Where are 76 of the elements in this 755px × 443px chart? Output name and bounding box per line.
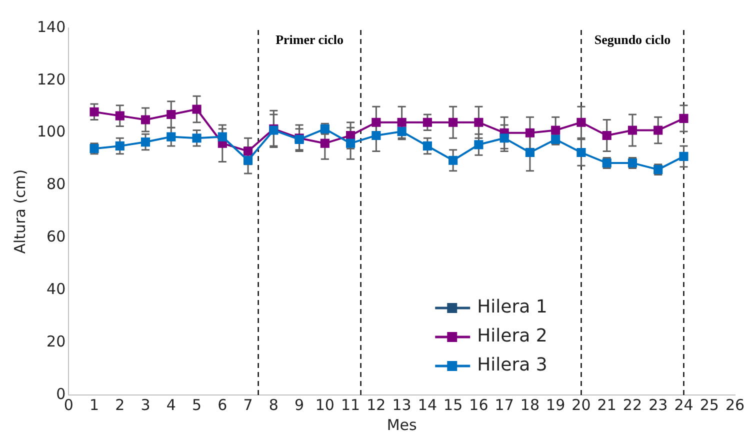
point: [525, 148, 534, 158]
point: [244, 146, 253, 156]
x-tick-label: 20: [572, 396, 591, 414]
x-tick-label: 16: [469, 396, 488, 414]
point: [166, 110, 176, 120]
x-tick-label: 2: [115, 396, 125, 414]
point: [500, 134, 509, 143]
point: [140, 137, 150, 147]
x-tick-label: 6: [218, 396, 228, 414]
annotation: Primer ciclo: [276, 32, 344, 47]
x-tick-label: 23: [648, 396, 668, 414]
point: [551, 126, 560, 135]
point: [346, 138, 356, 148]
x-tick-label: 22: [622, 396, 642, 414]
point: [115, 111, 124, 120]
point: [218, 132, 227, 142]
point: [372, 130, 381, 140]
point: [397, 127, 406, 136]
x-axis-title: Mes: [386, 416, 417, 434]
point: [346, 130, 356, 140]
x-tick-label: 13: [392, 396, 412, 414]
x-tick-label: 1: [89, 396, 100, 414]
legend-label: Hilera 2: [477, 326, 548, 347]
point: [448, 118, 458, 127]
point: [679, 152, 688, 161]
y-tick-label: 40: [46, 280, 66, 298]
y-tick-label: 100: [36, 122, 66, 141]
x-tick-label: 5: [192, 396, 202, 414]
point: [422, 118, 432, 127]
point: [192, 104, 202, 114]
x-tick-label: 8: [268, 396, 278, 414]
point: [576, 118, 586, 127]
point: [628, 126, 638, 135]
x-tick-label: 10: [315, 396, 334, 414]
x-tick-label: 21: [597, 396, 616, 414]
legend-label: Hilera 1: [477, 296, 548, 318]
point: [244, 156, 253, 165]
point: [422, 141, 432, 150]
x-tick-label: 11: [341, 396, 360, 414]
x-tick-label: 4: [166, 396, 176, 414]
x-tick-label: 25: [700, 396, 719, 414]
x-tick-label: 26: [725, 396, 745, 414]
point: [474, 118, 484, 127]
point: [448, 156, 458, 165]
point: [474, 140, 484, 150]
x-tick-label: 12: [366, 396, 386, 414]
x-tick-label: 17: [494, 396, 514, 414]
x-tick-label: 18: [520, 396, 540, 414]
x-tick-label: 24: [674, 396, 694, 414]
point: [397, 118, 406, 127]
y-tick-label: 140: [36, 18, 66, 36]
point: [90, 107, 99, 116]
x-tick-label: 9: [294, 396, 304, 414]
x-tick-label: 15: [444, 396, 463, 414]
legend-label: Hilera 3: [477, 354, 548, 376]
point: [140, 115, 150, 124]
point: [525, 128, 534, 138]
x-tick-label: 7: [243, 396, 253, 414]
point: [576, 148, 586, 158]
point: [192, 134, 202, 143]
y-axis-title: Altura (cm): [10, 169, 29, 254]
y-tick-label: 80: [46, 175, 66, 194]
x-tick-label: 3: [140, 396, 150, 414]
y-tick-label: 120: [36, 70, 66, 88]
x-tick-label: 19: [546, 396, 566, 414]
y-tick-label: 20: [46, 332, 66, 350]
point: [602, 130, 612, 140]
point: [372, 118, 381, 127]
point: [320, 138, 330, 148]
annotation: Segundo ciclo: [594, 32, 671, 47]
x-tick-label: 14: [418, 396, 437, 414]
y-tick-label: 60: [46, 228, 66, 246]
point: [654, 126, 663, 135]
point: [115, 141, 124, 150]
point: [679, 114, 688, 123]
point: [166, 132, 176, 142]
